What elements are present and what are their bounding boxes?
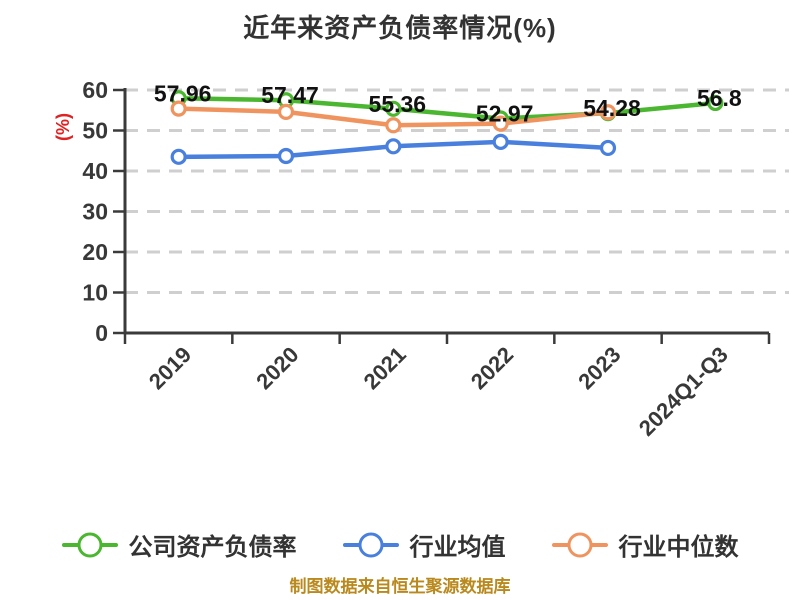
legend-label-industry-median: 行业中位数: [618, 534, 739, 561]
x-category-label: 2020: [251, 342, 303, 394]
legend-label-industry-mean: 行业均值: [409, 534, 506, 561]
legend-item-industry-mean: 行业均值: [342, 527, 506, 562]
data-point-marker: [492, 115, 509, 132]
y-tick-label: 10: [82, 280, 108, 306]
axes: [113, 88, 771, 344]
y-tick-label: 50: [82, 118, 108, 144]
data-point-value-label: 56.8: [697, 85, 742, 111]
legend-marker-green-icon: [61, 531, 118, 559]
data-point-marker: [385, 100, 402, 117]
data-point-marker: [599, 104, 617, 121]
data-point-marker: [385, 138, 402, 155]
data-point-marker: [277, 103, 295, 120]
chart-title: 近年来资产负债率情况(%): [243, 13, 557, 43]
legend-marker-blue-icon: [342, 531, 399, 559]
legend-label-company-ratio: 公司资产负债率: [128, 534, 297, 561]
data-point-value-label: 57.47: [261, 82, 319, 108]
data-point-marker: [492, 133, 509, 150]
data-point-value-label: 55.36: [369, 91, 427, 117]
y-tick-label: 30: [82, 199, 108, 225]
data-point-value-label: 57.96: [154, 80, 212, 106]
x-axis-category-labels: 2019 2020 2021 2022 2023 2024Q1-Q3: [144, 342, 733, 441]
series-industry-mean: [170, 133, 617, 165]
data-point-marker: [707, 94, 724, 112]
x-category-label: 2019: [144, 342, 196, 394]
grid-lines: [125, 88, 789, 294]
data-point-marker: [277, 147, 295, 165]
x-category-label: 2023: [573, 342, 625, 394]
data-point-marker: [385, 117, 402, 134]
x-category-label: 2022: [466, 342, 518, 394]
data-point-marker: [170, 100, 187, 117]
data-point-value-label: 52.97: [476, 100, 534, 126]
data-point-marker: [170, 148, 187, 165]
chart-legend: 公司资产负债率 行业均值 行业中位数: [0, 527, 800, 562]
legend-item-industry-median: 行业中位数: [551, 527, 739, 562]
legend-marker-orange-icon: [551, 531, 608, 559]
asset-liability-line-chart: 0 10 20 30 40 50 60 2019 2020 2021 2022 2023 2024Q1-…: [82, 77, 789, 441]
series-industry-median: [170, 100, 617, 134]
y-axis-tick-labels: 0 10 20 30 40 50 60: [82, 77, 108, 346]
x-category-label: 2021: [359, 342, 411, 394]
legend-item-company-ratio: 公司资产负债率: [61, 527, 297, 562]
data-point-value-label: 54.28: [583, 95, 641, 121]
y-tick-label: 0: [95, 320, 108, 346]
x-category-label: 2024Q1-Q3: [634, 342, 733, 441]
y-tick-label: 60: [82, 77, 108, 103]
data-point-labels: 57.96 57.47 55.36 52.97 54.28 56.8: [154, 80, 742, 126]
data-point-marker: [599, 139, 617, 157]
data-source-note: 制图数据来自恒生聚源数据库: [289, 577, 511, 596]
y-tick-label: 20: [82, 239, 108, 265]
y-tick-label: 40: [82, 158, 108, 184]
